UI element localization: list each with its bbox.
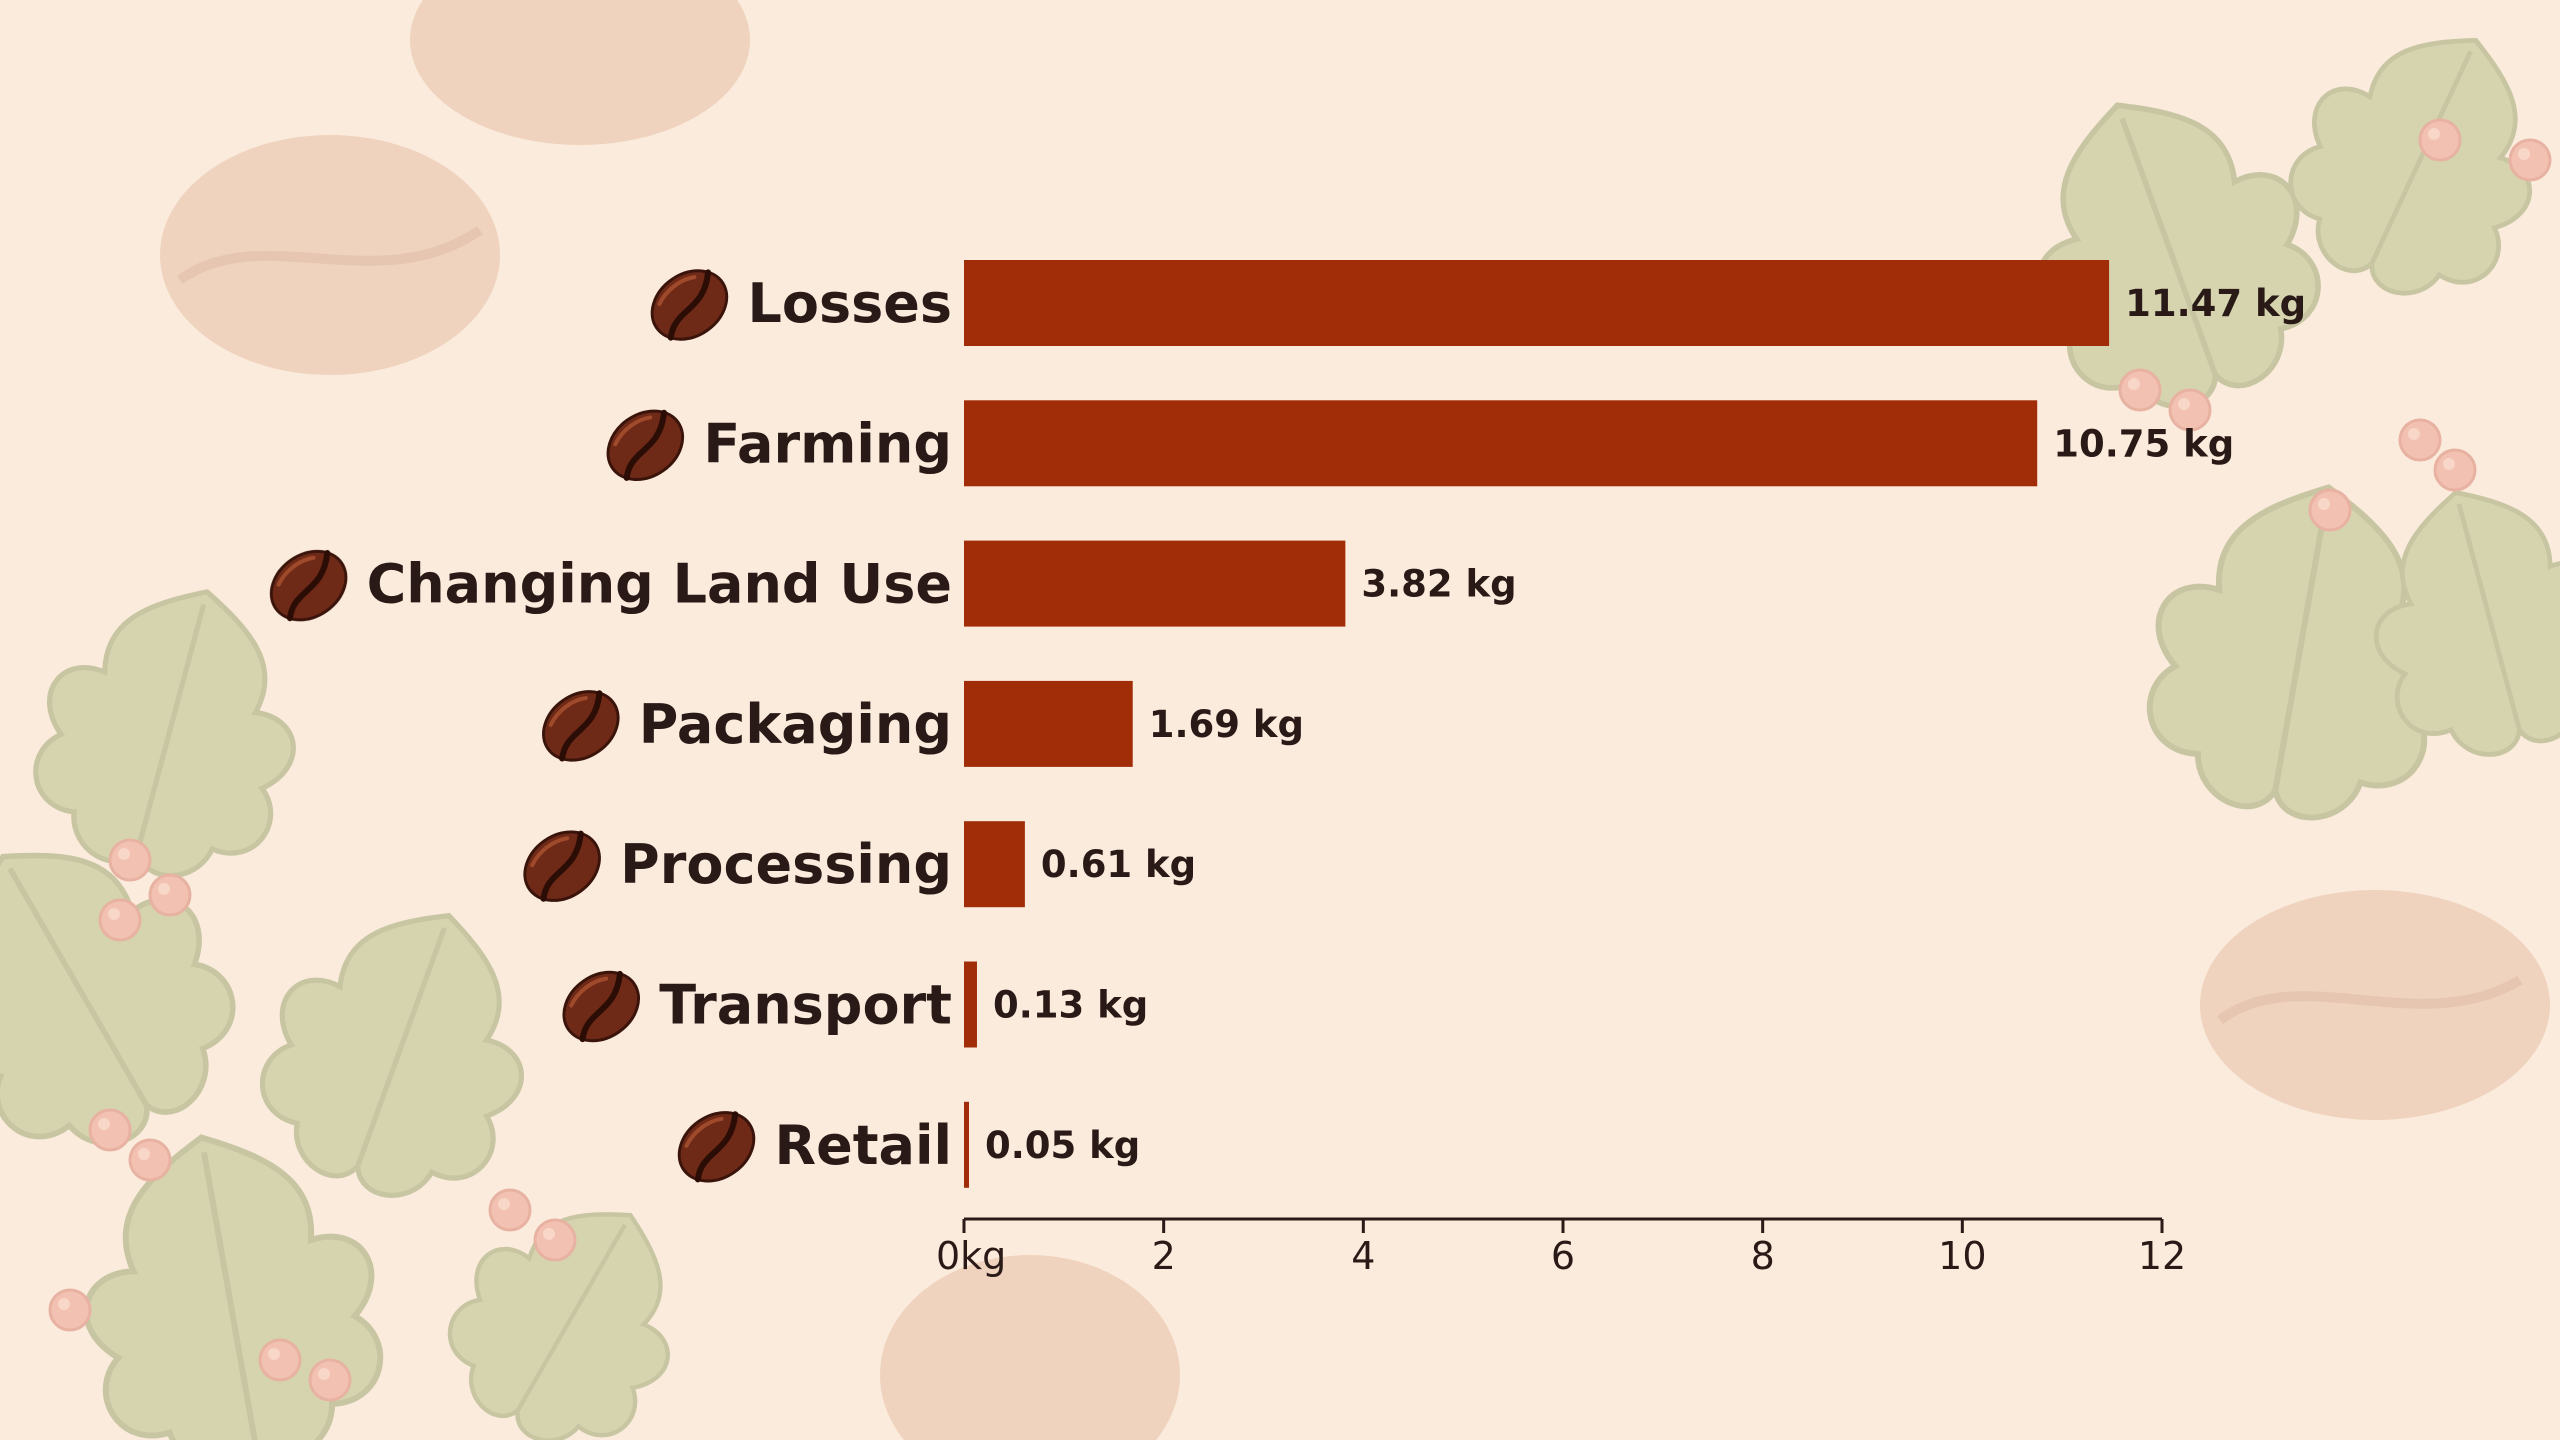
category-label: Changing Land Use — [367, 553, 952, 616]
coffee-bean-icon — [595, 397, 696, 494]
coffee-bean-icon — [530, 678, 631, 775]
category-label: Losses — [747, 272, 952, 335]
bar-farming — [964, 400, 2038, 487]
value-label: 11.47 kg — [2125, 282, 2306, 325]
x-tick-label: 4 — [1351, 1234, 1375, 1278]
x-tick-label: 10 — [1938, 1234, 1986, 1278]
bar-losses — [964, 260, 2110, 346]
x-tick-label: 12 — [2138, 1234, 2186, 1278]
coffee-bean-icon — [512, 818, 613, 915]
category-label: Retail — [775, 1114, 952, 1177]
category-label: Packaging — [639, 693, 952, 756]
coffee-bean-icon — [160, 0, 2550, 1440]
bar-processing — [964, 821, 1025, 908]
category-label: Transport — [659, 974, 952, 1037]
value-label: 0.05 kg — [985, 1124, 1140, 1167]
bar-chart: Losses 11.47 kg Farming 10.75 kg Changing La… — [258, 257, 2306, 1278]
value-label: 1.69 kg — [1149, 703, 1304, 746]
coffee-bean-icon — [258, 537, 359, 634]
bar-changing-land-use — [964, 540, 1346, 627]
x-tick-label: 2 — [1152, 1234, 1176, 1278]
value-label: 0.13 kg — [993, 984, 1148, 1027]
category-label: Processing — [620, 833, 952, 896]
bar-packaging — [964, 680, 1133, 767]
category-label: Farming — [703, 412, 952, 475]
coffee-bean-icon — [551, 958, 652, 1055]
value-label: 3.82 kg — [1361, 563, 1516, 606]
coffee-bean-icon — [666, 1098, 767, 1195]
x-tick-label: 8 — [1751, 1234, 1775, 1278]
value-label: 10.75 kg — [2053, 422, 2234, 465]
bar-transport — [964, 961, 977, 1048]
value-label: 0.61 kg — [1041, 843, 1196, 886]
x-tick-label: 6 — [1551, 1234, 1575, 1278]
bar-retail — [964, 1101, 969, 1188]
x-tick-label: 0kg — [936, 1234, 1006, 1278]
coffee-bean-icon — [639, 257, 740, 354]
